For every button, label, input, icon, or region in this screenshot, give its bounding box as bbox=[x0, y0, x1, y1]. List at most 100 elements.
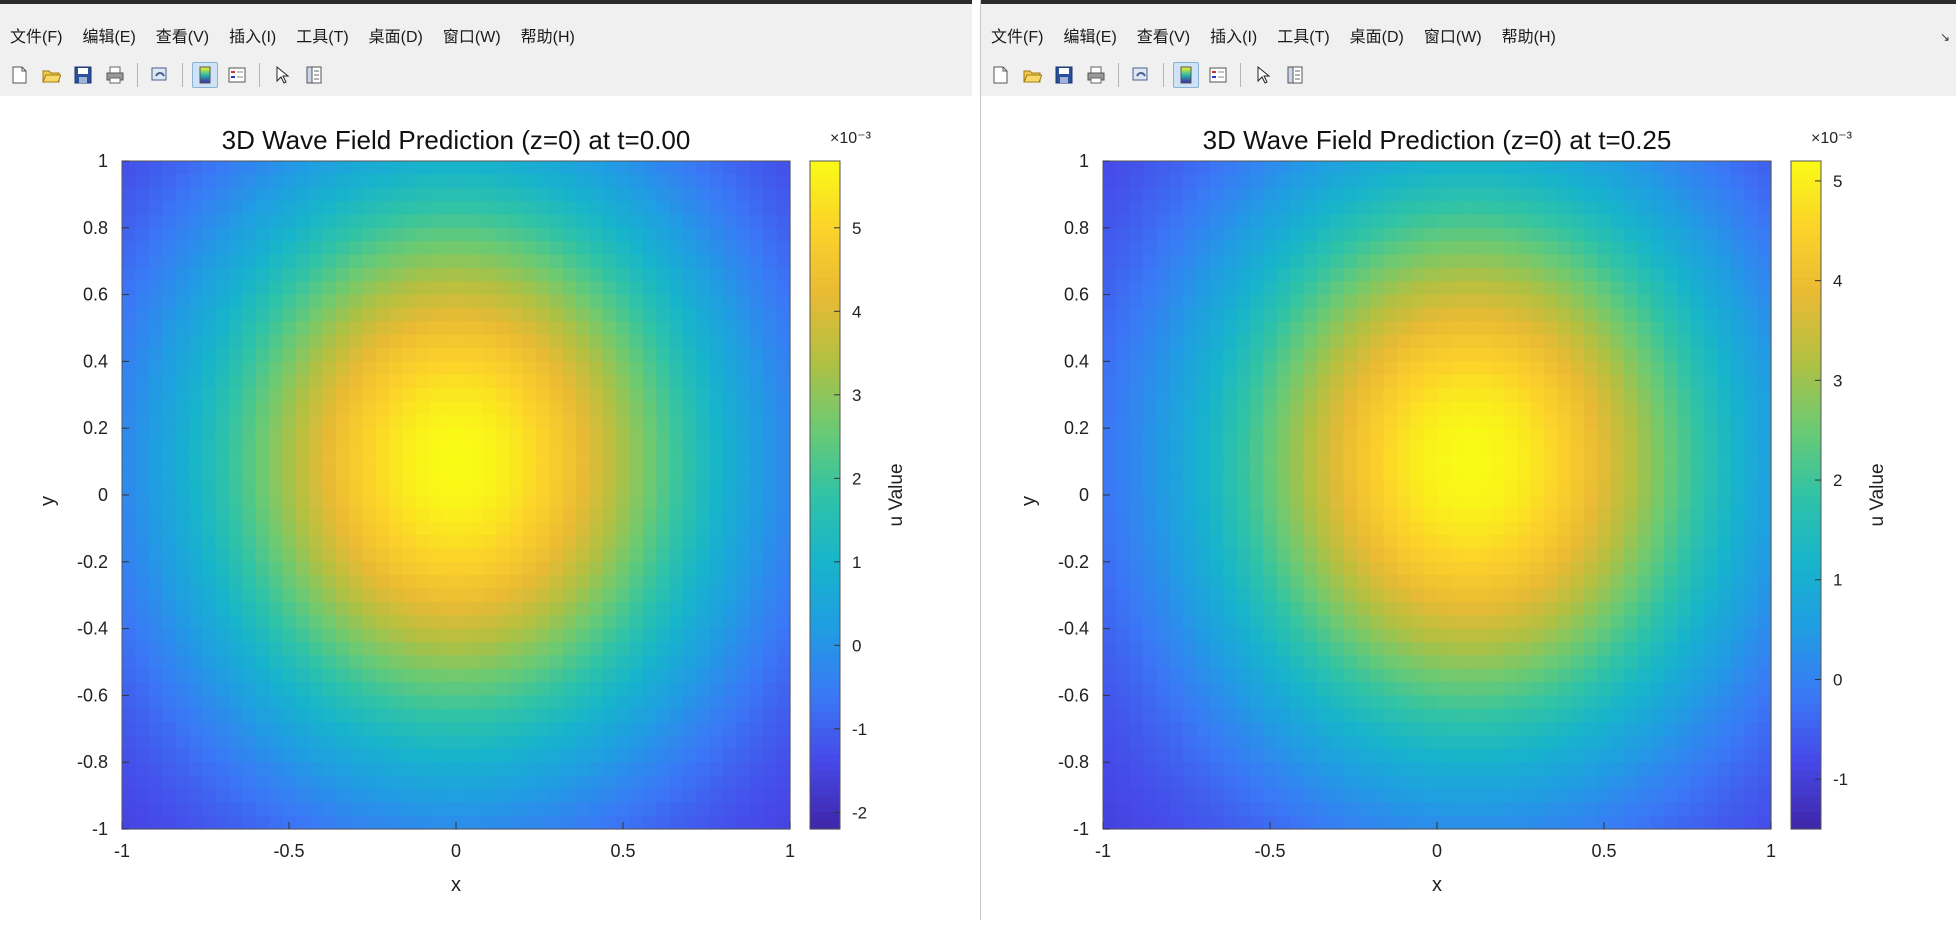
y-tick-label: -1 bbox=[92, 819, 108, 839]
edit-plot-button[interactable] bbox=[269, 62, 295, 88]
x-axis-label: x bbox=[451, 874, 461, 896]
colorbar-tick-label: 1 bbox=[852, 553, 861, 572]
menu-view[interactable]: 查看(V) bbox=[1137, 23, 1190, 47]
menu-window[interactable]: 窗口(W) bbox=[443, 23, 501, 47]
colorbar-tick-label: 1 bbox=[1833, 571, 1842, 590]
insert-legend-button[interactable] bbox=[224, 62, 250, 88]
print-icon bbox=[105, 65, 125, 85]
y-tick-label: 0.8 bbox=[83, 218, 108, 238]
insert-colorbar-button[interactable] bbox=[192, 62, 218, 88]
y-tick-label: 0.2 bbox=[1064, 418, 1089, 438]
open-file-button[interactable] bbox=[38, 62, 64, 88]
figure-canvas[interactable]: 3D Wave Field Prediction (z=0) at t=0.00… bbox=[0, 96, 972, 920]
open-file-icon bbox=[1022, 65, 1042, 85]
insert-legend-button[interactable] bbox=[1205, 62, 1231, 88]
x-tick-label: -1 bbox=[1095, 841, 1111, 861]
y-tick-label: -0.2 bbox=[1058, 552, 1089, 572]
y-tick-label: -0.8 bbox=[1058, 752, 1089, 772]
property-inspector-button[interactable] bbox=[301, 62, 327, 88]
colorbar-tick-label: 4 bbox=[1833, 272, 1842, 291]
colorbar-tick-label: 5 bbox=[1833, 172, 1842, 191]
menu-edit[interactable]: 编辑(E) bbox=[1063, 23, 1116, 47]
print-button[interactable] bbox=[1083, 62, 1109, 88]
menu-bar: 文件(F) 编辑(E) 查看(V) 插入(I) 工具(T) 桌面(D) 窗口(W… bbox=[0, 22, 972, 48]
new-figure-button[interactable] bbox=[987, 62, 1013, 88]
link-plot-button[interactable] bbox=[147, 62, 173, 88]
heatmap-plot: 3D Wave Field Prediction (z=0) at t=0.00… bbox=[0, 96, 972, 920]
menu-tools[interactable]: 工具(T) bbox=[1277, 23, 1329, 47]
toolbar-collapse-icon[interactable]: ↘ bbox=[1940, 30, 1950, 44]
insert-colorbar-button[interactable] bbox=[1173, 62, 1199, 88]
insert-colorbar-icon bbox=[195, 65, 215, 85]
new-figure-button[interactable] bbox=[6, 62, 32, 88]
menu-tools[interactable]: 工具(T) bbox=[296, 23, 348, 47]
x-tick-label: -0.5 bbox=[1254, 841, 1285, 861]
insert-legend-icon bbox=[1208, 65, 1228, 85]
link-plot-icon bbox=[150, 65, 170, 85]
y-tick-label: -0.8 bbox=[77, 752, 108, 772]
x-tick-label: 1 bbox=[785, 841, 795, 861]
toolbar-separator bbox=[1240, 63, 1241, 87]
menu-file[interactable]: 文件(F) bbox=[991, 23, 1043, 47]
menu-edit[interactable]: 编辑(E) bbox=[82, 23, 135, 47]
plot-title: 3D Wave Field Prediction (z=0) at t=0.25 bbox=[1203, 125, 1672, 155]
menu-desktop[interactable]: 桌面(D) bbox=[369, 23, 423, 47]
y-tick-label: 0.2 bbox=[83, 418, 108, 438]
y-tick-label: 0.4 bbox=[1064, 351, 1089, 371]
y-tick-label: -1 bbox=[1073, 819, 1089, 839]
property-inspector-icon bbox=[304, 65, 324, 85]
edit-plot-button[interactable] bbox=[1250, 62, 1276, 88]
menu-view[interactable]: 查看(V) bbox=[156, 23, 209, 47]
print-button[interactable] bbox=[102, 62, 128, 88]
save-button[interactable] bbox=[1051, 62, 1077, 88]
y-tick-label: 1 bbox=[1079, 151, 1089, 171]
new-figure-icon bbox=[9, 65, 29, 85]
heatmap-cells bbox=[122, 161, 791, 830]
heatmap-cells bbox=[1103, 161, 1772, 830]
save-icon bbox=[73, 65, 93, 85]
colorbar-tick-label: 0 bbox=[1833, 670, 1842, 689]
save-button[interactable] bbox=[70, 62, 96, 88]
colorbar-tick-label: 2 bbox=[852, 469, 861, 488]
figure-canvas[interactable]: 3D Wave Field Prediction (z=0) at t=0.25… bbox=[981, 96, 1956, 920]
menu-window[interactable]: 窗口(W) bbox=[1424, 23, 1482, 47]
property-inspector-button[interactable] bbox=[1282, 62, 1308, 88]
menu-insert[interactable]: 插入(I) bbox=[1210, 23, 1257, 47]
y-tick-label: -0.4 bbox=[77, 619, 108, 639]
link-plot-button[interactable] bbox=[1128, 62, 1154, 88]
menu-desktop[interactable]: 桌面(D) bbox=[1350, 23, 1404, 47]
open-file-button[interactable] bbox=[1019, 62, 1045, 88]
x-tick-label: 0 bbox=[1432, 841, 1442, 861]
x-tick-label: -0.5 bbox=[273, 841, 304, 861]
y-tick-label: -0.6 bbox=[77, 685, 108, 705]
link-plot-icon bbox=[1131, 65, 1151, 85]
window-top-border bbox=[0, 0, 972, 4]
y-axis-label: y bbox=[1018, 496, 1040, 506]
plot-title: 3D Wave Field Prediction (z=0) at t=0.00 bbox=[222, 125, 691, 155]
y-tick-label: -0.4 bbox=[1058, 619, 1089, 639]
colorbar-exponent-label: ×10⁻³ bbox=[830, 130, 872, 147]
menu-help[interactable]: 帮助(H) bbox=[1502, 23, 1556, 47]
x-tick-label: 0.5 bbox=[610, 841, 635, 861]
y-tick-label: 0 bbox=[1079, 485, 1089, 505]
y-tick-label: 1 bbox=[98, 151, 108, 171]
colorbar bbox=[1791, 161, 1821, 830]
menu-insert[interactable]: 插入(I) bbox=[229, 23, 276, 47]
heatmap-plot: 3D Wave Field Prediction (z=0) at t=0.25… bbox=[981, 96, 1956, 920]
colorbar bbox=[810, 161, 840, 830]
menu-file[interactable]: 文件(F) bbox=[10, 23, 62, 47]
property-inspector-icon bbox=[1285, 65, 1305, 85]
colorbar-tick-label: -2 bbox=[852, 803, 867, 822]
y-tick-label: -0.6 bbox=[1058, 685, 1089, 705]
y-tick-label: 0.6 bbox=[83, 285, 108, 305]
colorbar-label: u Value bbox=[886, 463, 907, 526]
toolbar-separator bbox=[259, 63, 260, 87]
toolbar-separator bbox=[1118, 63, 1119, 87]
colorbar-tick-label: 3 bbox=[852, 386, 861, 405]
menu-help[interactable]: 帮助(H) bbox=[521, 23, 575, 47]
toolbar-separator bbox=[1163, 63, 1164, 87]
save-icon bbox=[1054, 65, 1074, 85]
open-file-icon bbox=[41, 65, 61, 85]
window-top-border bbox=[981, 0, 1956, 4]
colorbar-exponent-label: ×10⁻³ bbox=[1811, 130, 1853, 147]
